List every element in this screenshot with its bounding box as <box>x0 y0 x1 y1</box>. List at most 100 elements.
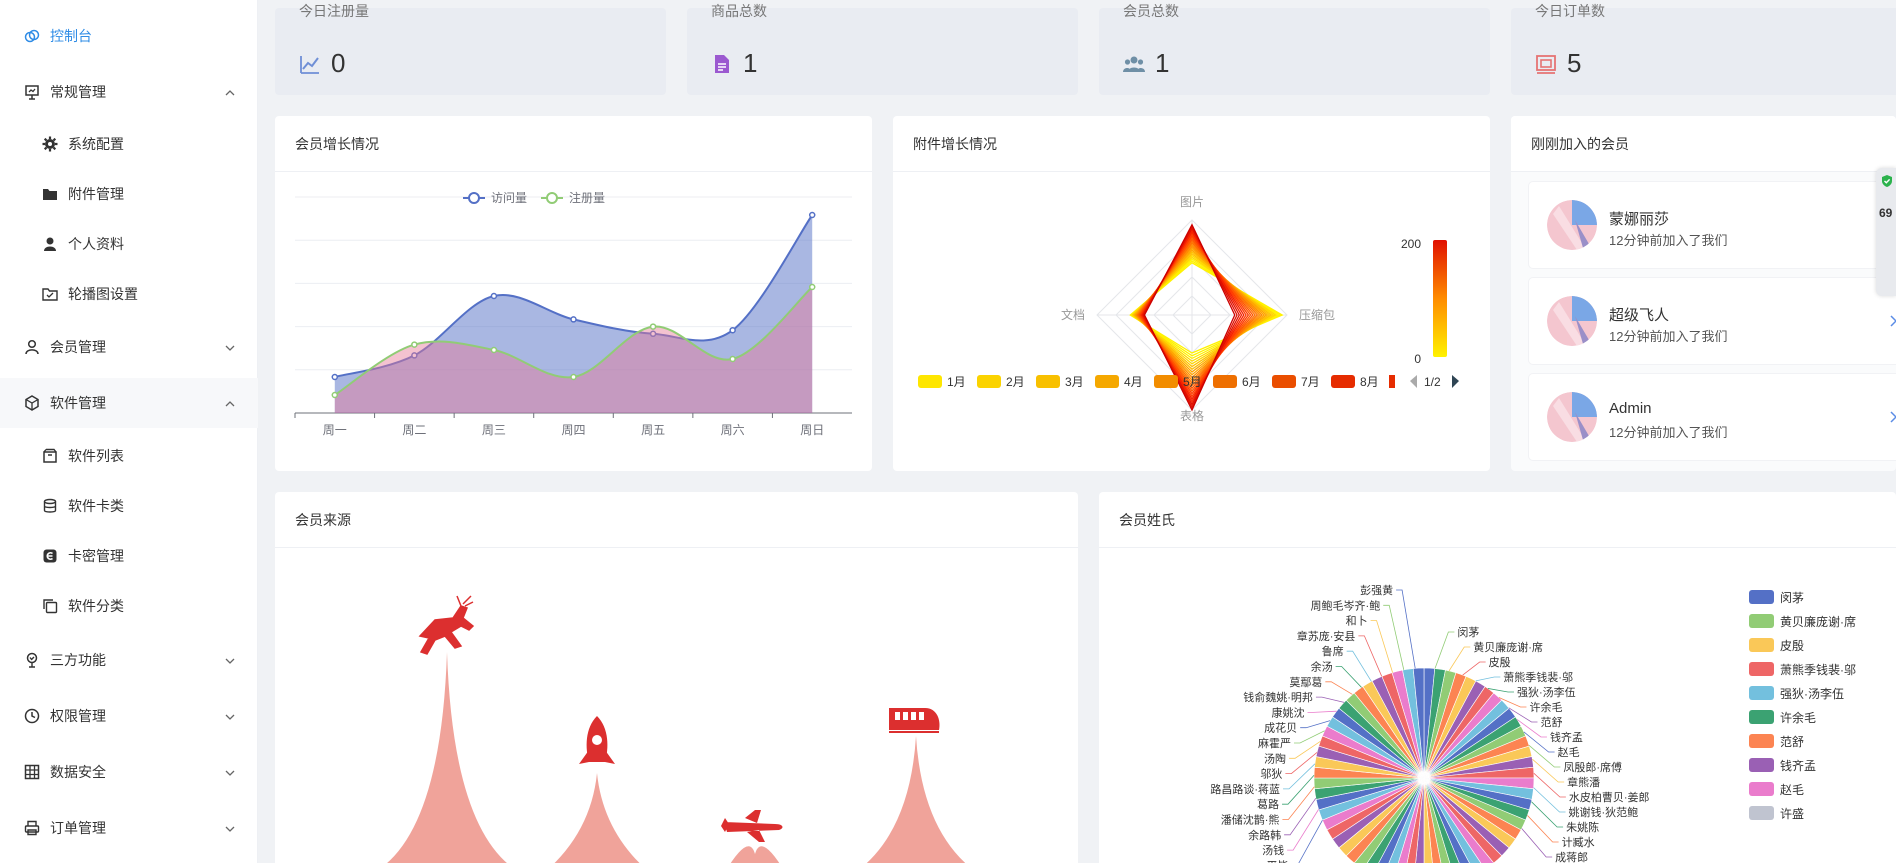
data-point[interactable] <box>331 391 339 399</box>
data-point[interactable] <box>411 341 418 348</box>
pie-label: 邬狄 <box>1260 767 1282 781</box>
sidebar-item-3[interactable]: 附件管理 <box>0 169 258 219</box>
legend-swatch[interactable] <box>1749 782 1774 796</box>
sidebar-item-0[interactable]: 控制台 <box>0 11 258 61</box>
sidebar-item-14[interactable]: 数据安全 <box>0 747 258 797</box>
data-point[interactable] <box>411 352 418 359</box>
stat-value: 0 <box>331 48 346 78</box>
data-point[interactable] <box>808 283 816 291</box>
data-point[interactable] <box>570 373 577 381</box>
sidebar-item-9[interactable]: 软件卡类 <box>0 481 258 531</box>
panel-title: 刚刚加入的会员 <box>1511 116 1896 172</box>
member-card[interactable]: Admin 12分钟前加入了我们 <box>1529 374 1896 460</box>
radar-series[interactable] <box>1143 223 1236 412</box>
legend-label: 皮殷 <box>1780 639 1804 653</box>
chevron-down-icon[interactable] <box>224 766 236 778</box>
pie-slice[interactable] <box>1423 777 1435 863</box>
legend-swatch[interactable] <box>1749 734 1774 748</box>
legend-swatch[interactable] <box>918 375 942 388</box>
source-spike[interactable] <box>375 652 519 863</box>
data-point[interactable] <box>808 211 816 219</box>
chevron-up-icon[interactable] <box>224 86 236 98</box>
attachment-growth-panel: 附件增长情况 图片 压缩包 表格 文档 200 0 1月 2月 3月 4月 5月 6月 7月 8月 1/2 <box>893 116 1490 471</box>
visual-map-bar[interactable] <box>1433 240 1447 357</box>
sidebar-item-8[interactable]: 软件列表 <box>0 431 258 481</box>
sidebar-item-13[interactable]: 权限管理 <box>0 691 258 741</box>
pie-label-line <box>1370 620 1393 673</box>
legend-next-icon[interactable] <box>1452 375 1459 388</box>
sidebar-item-4[interactable]: 个人资料 <box>0 219 258 269</box>
data-point[interactable] <box>649 323 657 330</box>
pie-slice[interactable] <box>1423 777 1503 863</box>
legend-swatch[interactable] <box>977 375 1001 388</box>
pie-label: 黄贝廉庞谢·席 <box>1473 640 1543 654</box>
member-card[interactable]: 超级飞人 12分钟前加入了我们 <box>1529 278 1896 364</box>
sidebar-item-5[interactable]: 轮播图设置 <box>0 269 258 319</box>
legend-label: 范舒 <box>1780 735 1804 749</box>
pie-slice[interactable] <box>1423 777 1456 863</box>
sidebar-item-15[interactable]: 订单管理 <box>0 803 258 853</box>
x-tick-label: 周三 <box>482 423 506 437</box>
legend-swatch[interactable] <box>1331 375 1355 388</box>
legend-label: 2月 <box>1006 375 1025 389</box>
source-spike[interactable] <box>856 736 976 863</box>
legend-swatch[interactable] <box>1749 614 1774 628</box>
legend-swatch[interactable] <box>1749 806 1774 820</box>
legend-prev-icon[interactable] <box>1410 375 1417 388</box>
pie-slice[interactable] <box>1423 777 1495 863</box>
sidebar-item-2[interactable]: 系统配置 <box>0 119 258 169</box>
legend-swatch[interactable] <box>1749 758 1774 772</box>
panel-title: 附件增长情况 <box>893 116 1490 172</box>
data-point[interactable] <box>490 292 498 300</box>
series-area <box>334 287 813 413</box>
pie-slice[interactable] <box>1423 777 1466 863</box>
data-point[interactable] <box>490 346 498 354</box>
sidebar-item-10[interactable]: 卡密管理 <box>0 531 258 581</box>
pie-slice[interactable] <box>1413 777 1425 863</box>
stat-card-products: 商品总数 1 <box>687 3 1078 95</box>
chevron-down-icon[interactable] <box>224 710 236 722</box>
legend-swatch[interactable] <box>1749 638 1774 652</box>
sidebar-item-6[interactable]: 会员管理 <box>0 322 258 372</box>
legend-label: 访问量 <box>491 191 527 205</box>
source-spike[interactable] <box>545 773 649 863</box>
pie-slice[interactable] <box>1403 777 1425 863</box>
legend-swatch[interactable] <box>1749 686 1774 700</box>
chevron-down-icon[interactable] <box>224 822 236 834</box>
legend-marker[interactable] <box>546 192 558 204</box>
pie-label: 凤殷郎·席傅 <box>1563 760 1622 774</box>
pie-slice[interactable] <box>1423 777 1485 863</box>
legend-swatch[interactable] <box>1749 662 1774 676</box>
chevron-up-icon[interactable] <box>224 397 236 409</box>
sidebar-item-1[interactable]: 常规管理 <box>0 67 258 117</box>
sidebar-item-12[interactable]: 三方功能 <box>0 635 258 685</box>
pie-label: 章苏庞·安县 <box>1297 629 1356 643</box>
legend-swatch[interactable] <box>1272 375 1296 388</box>
chart-line-icon <box>300 55 319 74</box>
chevron-down-icon[interactable] <box>224 341 236 353</box>
floating-monitor-tab[interactable]: 69 <box>1876 168 1896 296</box>
legend-swatch[interactable] <box>1036 375 1060 388</box>
data-point[interactable] <box>729 355 736 363</box>
chevron-down-icon[interactable] <box>224 654 236 666</box>
legend-swatch[interactable] <box>1154 375 1178 388</box>
legend-swatch[interactable] <box>1749 710 1774 724</box>
pie-label-line <box>1498 697 1527 708</box>
pie-slice[interactable] <box>1423 777 1445 863</box>
rocket-fin <box>579 750 615 764</box>
data-point[interactable] <box>331 373 339 381</box>
data-point[interactable] <box>649 330 657 338</box>
legend-marker[interactable] <box>468 192 480 204</box>
source-spike[interactable] <box>725 846 785 863</box>
data-point[interactable] <box>570 316 577 323</box>
legend-swatch[interactable] <box>1095 375 1119 388</box>
pie-slice[interactable] <box>1412 667 1425 779</box>
member-card[interactable]: 蒙娜丽莎 12分钟前加入了我们 <box>1529 182 1896 268</box>
sidebar-item-11[interactable]: 软件分类 <box>0 581 258 631</box>
pie-label-line <box>1521 828 1553 858</box>
legend-swatch[interactable] <box>1213 375 1237 388</box>
data-point[interactable] <box>729 326 736 334</box>
sidebar-item-7[interactable]: 软件管理 <box>0 378 258 428</box>
pie-label: 成花贝 <box>1264 722 1297 735</box>
legend-swatch[interactable] <box>1749 590 1774 604</box>
